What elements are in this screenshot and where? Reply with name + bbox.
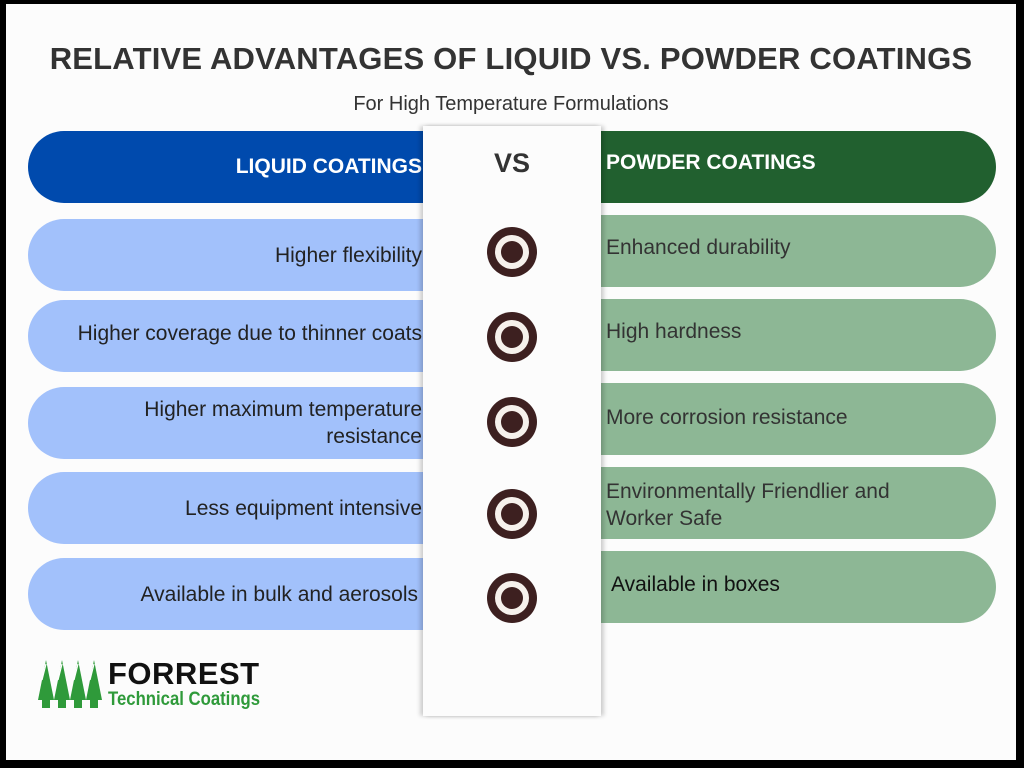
pine-trees-icon <box>38 660 102 708</box>
liquid-advantage-label: Higher maximum temperature resistance <box>144 398 422 448</box>
powder-advantage-2: High hardness <box>576 299 996 371</box>
logo-name: FORREST <box>108 656 260 691</box>
page-subtitle: For High Temperature Formulations <box>353 93 669 115</box>
liquid-advantage-4: Less equipment intensive <box>28 472 448 544</box>
powder-advantage-label: Available in boxes <box>611 573 780 596</box>
target-bullet-icon <box>487 227 537 277</box>
liquid-advantage-label: Available in bulk and aerosols <box>140 582 418 606</box>
liquid-advantage-label: Higher flexibility <box>274 243 422 267</box>
powder-advantage-1: Enhanced durability <box>576 215 996 287</box>
powder-advantage-3: More corrosion resistance <box>576 383 996 455</box>
target-bullet-icon <box>487 312 537 362</box>
powder-advantage-label: Environmentally Friendlier and Worker Sa… <box>606 480 890 530</box>
page-title: RELATIVE ADVANTAGES OF LIQUID VS. POWDER… <box>49 41 973 76</box>
forrest-logo: FORREST Technical Coatings <box>36 656 272 712</box>
liquid-advantage-label: Higher coverage due to thinner coats <box>77 321 422 345</box>
powder-coatings-heading: POWDER COATINGS <box>606 151 816 174</box>
powder-advantage-label: More corrosion resistance <box>606 406 848 429</box>
powder-advantage-label: Enhanced durability <box>606 236 791 259</box>
liquid-advantage-label: Less equipment intensive <box>185 496 422 520</box>
liquid-advantage-2: Higher coverage due to thinner coats <box>28 300 448 372</box>
powder-advantage-label: High hardness <box>606 320 742 343</box>
liquid-advantage-5: Available in bulk and aerosols <box>28 558 448 630</box>
liquid-coatings-header: LIQUID COATINGS <box>28 131 448 203</box>
target-bullet-icon <box>487 573 537 623</box>
target-bullet-icon <box>487 397 537 447</box>
vs-column: VS <box>423 126 601 716</box>
target-bullet-icon <box>487 489 537 539</box>
powder-advantage-5: Available in boxes <box>576 551 996 623</box>
logo-tagline: Technical Coatings <box>108 689 261 710</box>
infographic-canvas: RELATIVE ADVANTAGES OF LIQUID VS. POWDER… <box>6 4 1016 760</box>
powder-coatings-header: POWDER COATINGS <box>576 131 996 203</box>
liquid-coatings-heading: LIQUID COATINGS <box>235 155 422 178</box>
liquid-advantage-3: Higher maximum temperature resistance <box>28 387 448 459</box>
powder-advantage-4: Environmentally Friendlier and Worker Sa… <box>576 467 996 539</box>
vs-label: VS <box>493 148 531 178</box>
liquid-advantage-1: Higher flexibility <box>28 219 448 291</box>
